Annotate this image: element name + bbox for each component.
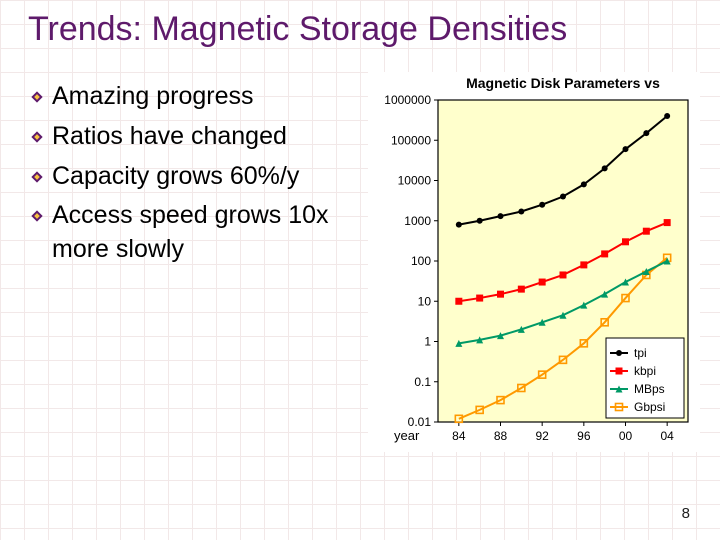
diamond-bullet-icon: [30, 209, 46, 223]
page-number: 8: [682, 505, 690, 522]
svg-text:Gbpsi: Gbpsi: [634, 400, 665, 414]
diamond-bullet-icon: [30, 170, 46, 184]
bullet-item: Capacity grows 60%/y: [30, 160, 360, 194]
svg-text:tpi: tpi: [634, 346, 647, 360]
svg-text:10000: 10000: [398, 174, 432, 188]
diamond-bullet-icon: [30, 130, 46, 144]
diamond-bullet-icon: [30, 90, 46, 104]
svg-text:84: 84: [452, 429, 466, 443]
bullet-item: Access speed grows 10x more slowly: [30, 199, 360, 267]
svg-text:1000000: 1000000: [384, 93, 431, 107]
svg-text:04: 04: [660, 429, 674, 443]
svg-text:00: 00: [619, 429, 633, 443]
svg-text:96: 96: [577, 429, 591, 443]
svg-text:kbpi: kbpi: [634, 364, 656, 378]
bullet-text: Access speed grows 10x more slowly: [52, 199, 360, 267]
bullet-text: Capacity grows 60%/y: [52, 160, 360, 194]
chart-container: Magnetic Disk Parameters vs 0.01 0.1 1 10 100…: [368, 72, 700, 452]
svg-text:100: 100: [411, 254, 431, 268]
svg-text:0.01: 0.01: [408, 415, 432, 429]
magnetic-disk-chart: Magnetic Disk Parameters vs 0.01 0.1 1 10 100…: [368, 72, 700, 452]
svg-text:year: year: [394, 428, 420, 443]
bullet-item: Amazing progress: [30, 80, 360, 114]
svg-text:88: 88: [494, 429, 508, 443]
bullet-text: Amazing progress: [52, 80, 360, 114]
svg-text:92: 92: [535, 429, 549, 443]
svg-text:0.1: 0.1: [414, 375, 431, 389]
svg-text:Magnetic Disk Parameters vs: Magnetic Disk Parameters vs: [466, 75, 660, 91]
slide: Trends: Magnetic Storage Densities Amazi…: [0, 0, 720, 540]
bullet-list: Amazing progress Ratios have changed Cap…: [30, 80, 360, 273]
svg-text:10: 10: [418, 294, 432, 308]
svg-text:1000: 1000: [404, 214, 431, 228]
svg-text:1: 1: [424, 335, 431, 349]
bullet-item: Ratios have changed: [30, 120, 360, 154]
slide-title: Trends: Magnetic Storage Densities: [28, 10, 700, 49]
svg-text:100000: 100000: [391, 133, 431, 147]
svg-text:MBps: MBps: [634, 382, 665, 396]
bullet-text: Ratios have changed: [52, 120, 360, 154]
